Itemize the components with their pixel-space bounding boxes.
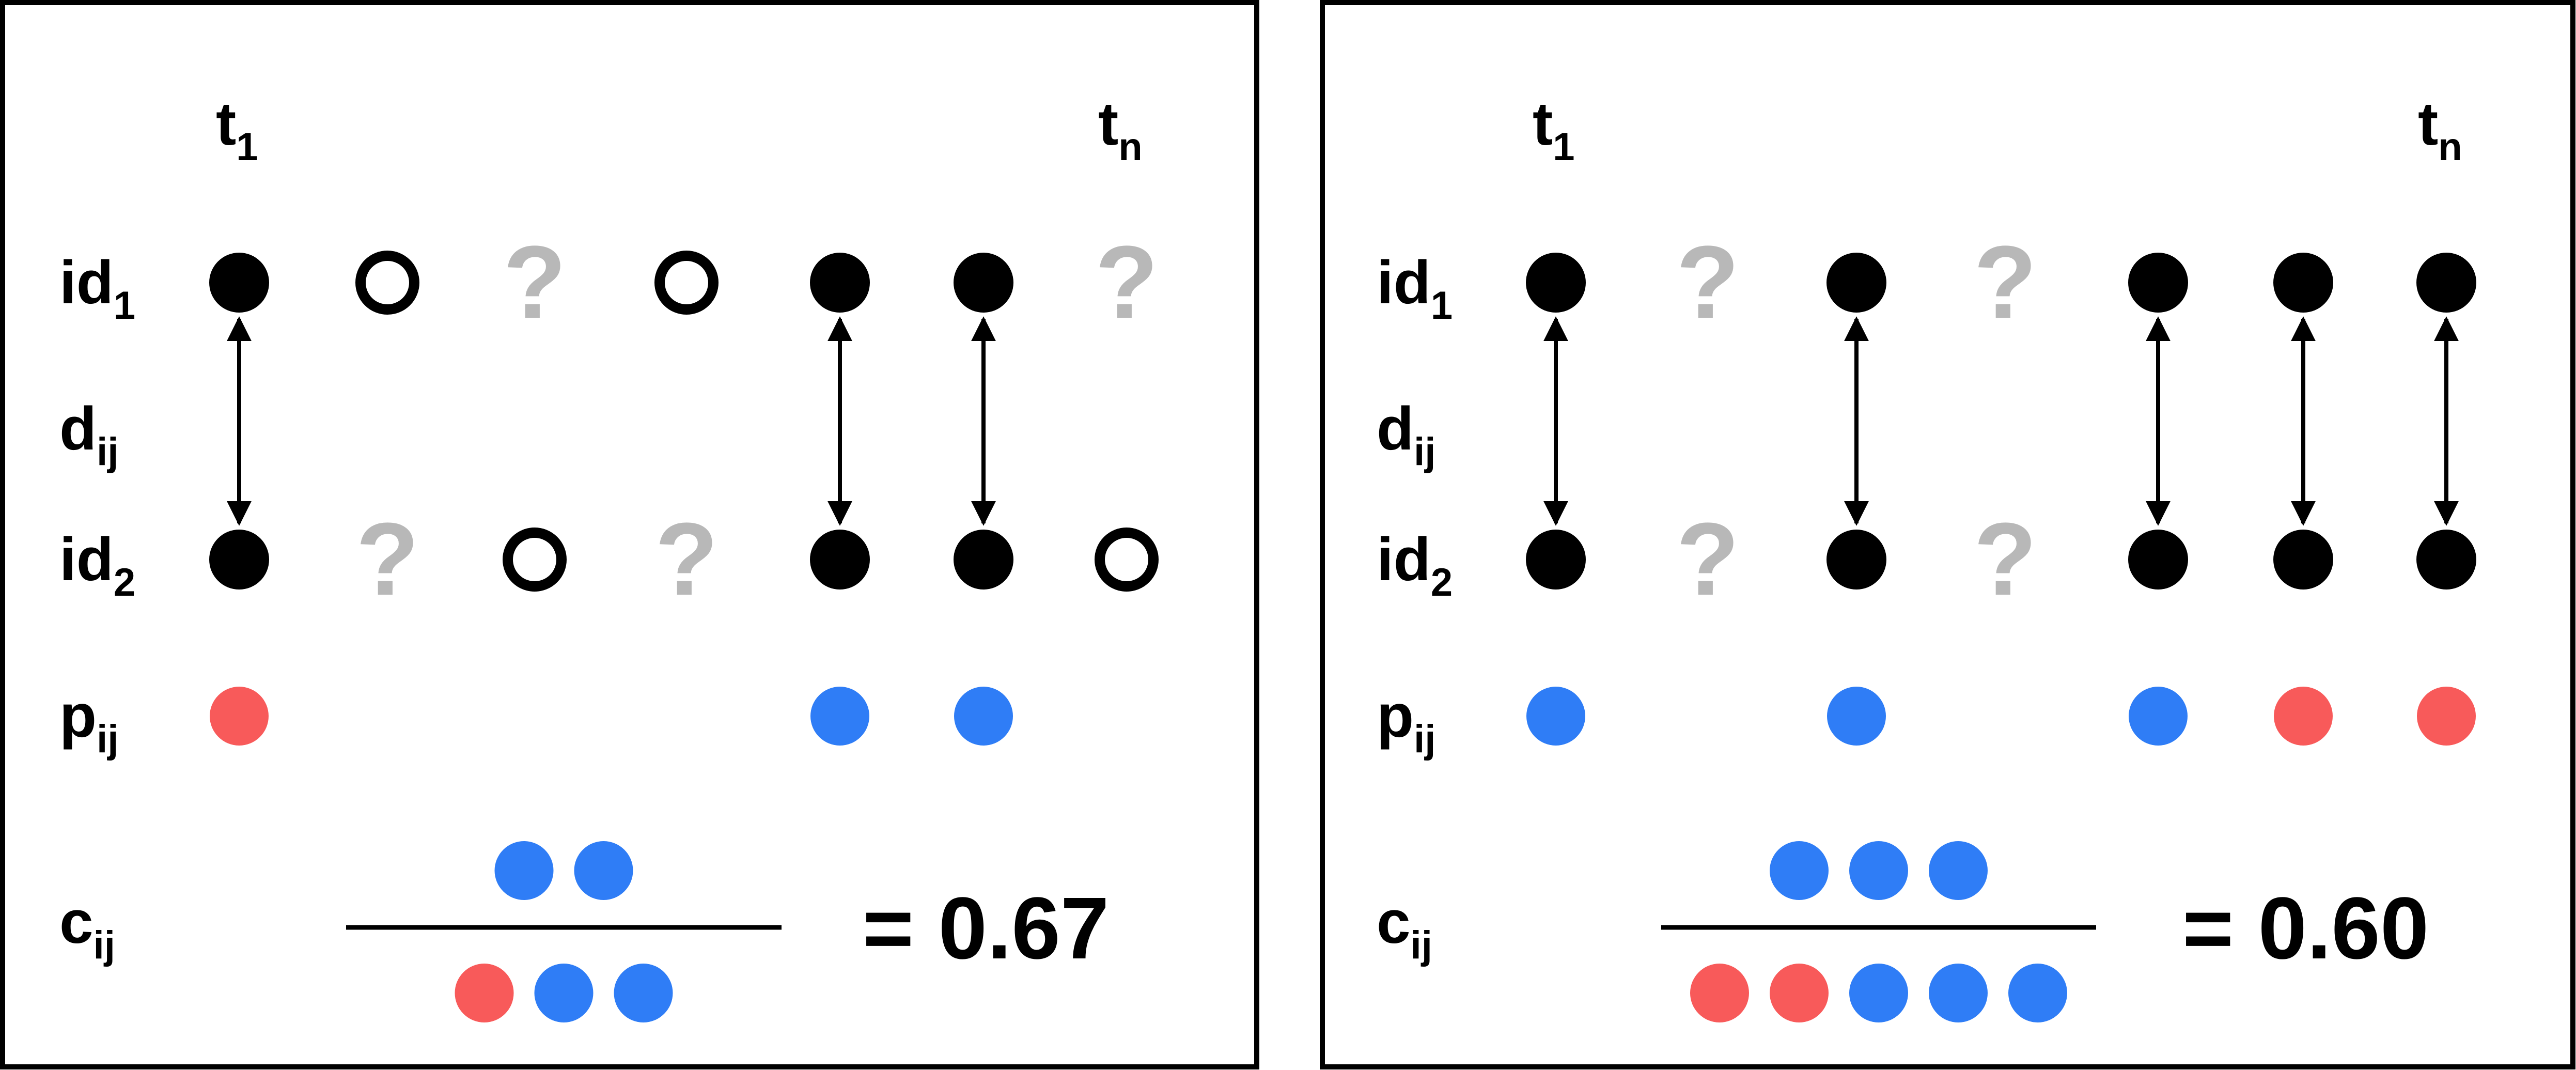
- pij-positive-dot: [2129, 687, 2188, 746]
- id1-node-filled-dot: [1826, 253, 1886, 313]
- numerator-positive-dot: [574, 841, 633, 900]
- panel-frame: [1320, 0, 2575, 1069]
- time-label-tn-subscript: n: [1118, 125, 1142, 169]
- result-value: = 0.67: [863, 879, 1109, 978]
- id2-node-question-mark: ?: [1974, 502, 2037, 617]
- row-label-cij-subscript: ij: [1411, 923, 1432, 967]
- denominator-negative-dot: [1690, 964, 1749, 1022]
- pij-negative-dot: [2417, 687, 2476, 746]
- row-label-dij-base: d: [59, 395, 97, 463]
- row-label-cij: cij: [1377, 888, 1432, 967]
- row-label-dij-subscript: ij: [1414, 430, 1435, 474]
- id1-node-filled-dot: [2416, 253, 2476, 313]
- id1-node-question-mark: ?: [503, 225, 566, 340]
- numerator-positive-dot: [1929, 841, 1988, 900]
- denominator-positive-dot: [534, 964, 594, 1022]
- time-label-tn: tn: [1098, 90, 1143, 169]
- row-label-pij-subscript: ij: [97, 717, 118, 761]
- time-label-tn: tn: [2418, 90, 2462, 169]
- pij-negative-dot: [210, 687, 269, 746]
- row-label-id1: id1: [1377, 249, 1453, 328]
- id2-node-open-dot: [503, 528, 567, 592]
- id2-node-filled-dot: [2273, 530, 2333, 590]
- row-label-dij-base: d: [1377, 395, 1414, 463]
- pij-negative-dot: [2274, 687, 2333, 746]
- time-label-tn-base: t: [1098, 90, 1118, 158]
- pij-positive-dot: [954, 687, 1013, 746]
- row-label-cij-base: c: [59, 888, 93, 956]
- row-label-dij: dij: [1377, 395, 1435, 474]
- denominator-positive-dot: [1849, 964, 1908, 1022]
- id2-node-filled-dot: [954, 530, 1013, 590]
- id1-node-filled-dot: [209, 253, 269, 313]
- row-label-cij: cij: [59, 888, 115, 967]
- id2-node-question-mark: ?: [356, 502, 419, 617]
- row-label-cij-base: c: [1377, 888, 1411, 956]
- id1-node-filled-dot: [2273, 253, 2333, 313]
- id1-node-filled-dot: [954, 253, 1013, 313]
- time-label-t1-base: t: [1533, 90, 1553, 158]
- id2-node-open-dot: [1095, 528, 1159, 592]
- panel-frame: [0, 0, 1259, 1069]
- numerator-positive-dot: [1849, 841, 1908, 900]
- row-label-id2: id2: [1377, 525, 1453, 604]
- row-label-cij-subscript: ij: [93, 923, 115, 967]
- id2-node-question-mark: ?: [655, 502, 718, 617]
- row-label-pij-base: p: [59, 682, 97, 750]
- denominator-positive-dot: [614, 964, 673, 1022]
- numerator-positive-dot: [494, 841, 554, 900]
- row-label-id1-subscript: 1: [1431, 284, 1453, 328]
- id2-node-filled-dot: [2416, 530, 2476, 590]
- denominator-positive-dot: [1929, 964, 1988, 1022]
- row-label-dij: dij: [59, 395, 118, 474]
- pij-positive-dot: [1827, 687, 1886, 746]
- id1-node-question-mark: ?: [1095, 225, 1158, 340]
- row-label-id1-base: id: [59, 249, 114, 317]
- row-label-pij-base: p: [1377, 682, 1414, 750]
- time-label-t1: t1: [216, 90, 258, 169]
- time-label-t1-base: t: [216, 90, 236, 158]
- id1-node-filled-dot: [810, 253, 870, 313]
- id2-node-question-mark: ?: [1676, 502, 1739, 617]
- row-label-id2-base: id: [1377, 525, 1431, 594]
- time-label-t1-subscript: 1: [236, 125, 258, 169]
- id2-node-filled-dot: [1826, 530, 1886, 590]
- row-label-id2: id2: [59, 525, 135, 604]
- id1-node-filled-dot: [2128, 253, 2188, 313]
- row-label-id1-subscript: 1: [114, 284, 135, 328]
- id2-node-filled-dot: [810, 530, 870, 590]
- row-label-id1: id1: [59, 249, 135, 328]
- row-label-id2-subscript: 2: [114, 561, 135, 604]
- row-label-pij: pij: [1377, 682, 1435, 761]
- row-label-id1-base: id: [1377, 249, 1431, 317]
- id2-node-filled-dot: [2128, 530, 2188, 590]
- denominator-negative-dot: [1770, 964, 1829, 1022]
- id2-node-filled-dot: [1526, 530, 1586, 590]
- row-label-id2-base: id: [59, 525, 114, 594]
- time-label-tn-base: t: [2418, 90, 2438, 158]
- pij-positive-dot: [1526, 687, 1585, 746]
- id1-node-open-dot: [654, 251, 719, 315]
- denominator-negative-dot: [455, 964, 514, 1022]
- id2-node-filled-dot: [209, 530, 269, 590]
- numerator-positive-dot: [1770, 841, 1829, 900]
- denominator-positive-dot: [2008, 964, 2067, 1022]
- row-label-id2-subscript: 2: [1431, 561, 1453, 604]
- row-label-pij-subscript: ij: [1414, 717, 1435, 761]
- id1-node-question-mark: ?: [1676, 225, 1739, 340]
- time-label-t1: t1: [1533, 90, 1575, 169]
- row-label-pij: pij: [59, 682, 118, 761]
- result-value: = 0.60: [2182, 879, 2429, 978]
- id1-node-open-dot: [355, 251, 419, 315]
- id1-node-question-mark: ?: [1974, 225, 2037, 340]
- row-label-dij-subscript: ij: [97, 430, 118, 474]
- id1-node-filled-dot: [1526, 253, 1586, 313]
- time-label-tn-subscript: n: [2438, 125, 2462, 169]
- pij-positive-dot: [810, 687, 869, 746]
- time-label-t1-subscript: 1: [1553, 125, 1574, 169]
